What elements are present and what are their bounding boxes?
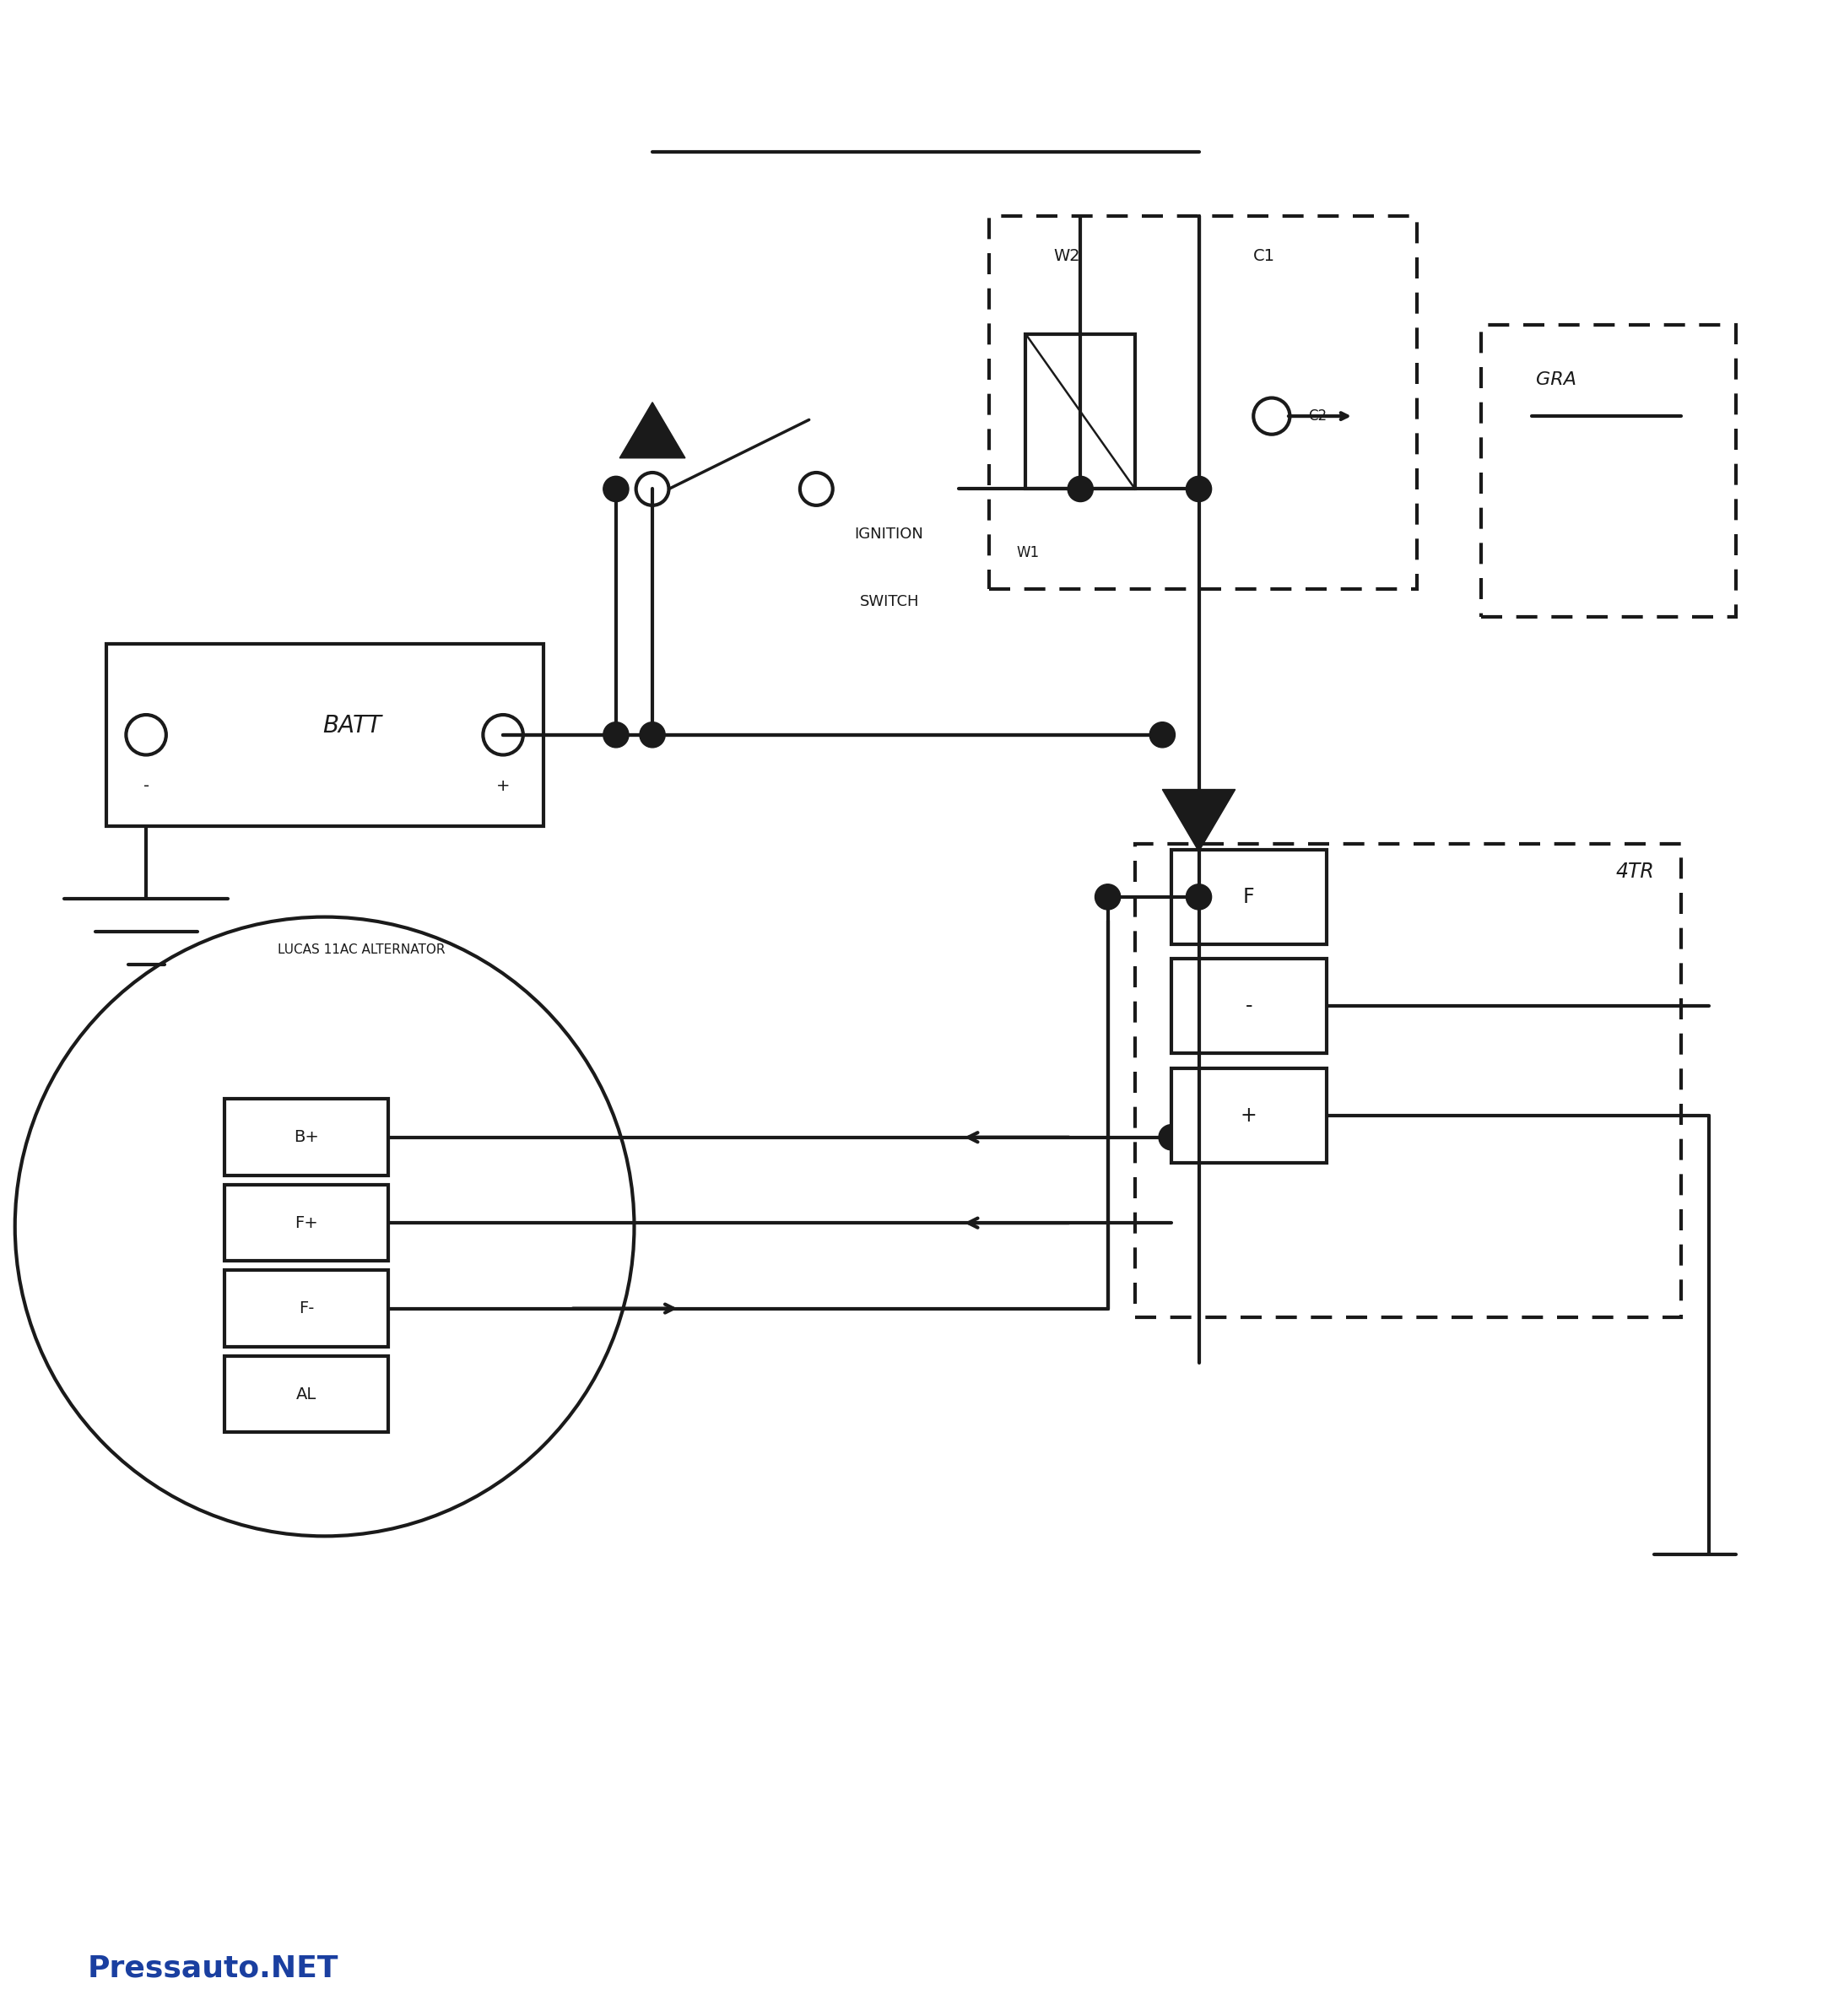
Bar	[1171, 960, 1327, 1054]
Text: LUCAS 11AC ALTERNATOR: LUCAS 11AC ALTERNATOR	[277, 943, 445, 956]
Circle shape	[126, 716, 167, 754]
Bar	[224, 1099, 389, 1175]
Text: AL: AL	[297, 1387, 317, 1401]
Bar	[224, 1185, 389, 1262]
Circle shape	[1186, 476, 1212, 502]
Text: B+: B+	[293, 1129, 319, 1145]
Circle shape	[1067, 476, 1092, 502]
Text: +: +	[1241, 1105, 1257, 1125]
Polygon shape	[1162, 790, 1235, 851]
Circle shape	[15, 917, 634, 1536]
Text: BATT: BATT	[323, 714, 381, 738]
Circle shape	[603, 476, 629, 502]
Text: SWITCH: SWITCH	[860, 595, 918, 609]
Circle shape	[1254, 397, 1290, 433]
Bar	[1026, 335, 1135, 490]
Bar	[1135, 845, 1681, 1318]
Circle shape	[484, 716, 522, 754]
Bar	[1171, 849, 1327, 943]
Text: +: +	[497, 778, 510, 794]
Polygon shape	[620, 403, 686, 458]
Bar	[224, 1270, 389, 1347]
Text: F+: F+	[295, 1216, 319, 1232]
Text: 4TR: 4TR	[1615, 861, 1653, 881]
Circle shape	[1094, 885, 1120, 909]
Circle shape	[799, 472, 832, 506]
Bar	[1171, 1068, 1327, 1163]
Circle shape	[636, 472, 669, 506]
Circle shape	[1158, 1125, 1184, 1149]
Text: W1: W1	[1017, 544, 1039, 560]
Text: -: -	[1245, 996, 1252, 1016]
Circle shape	[640, 722, 665, 748]
Text: IGNITION: IGNITION	[854, 526, 924, 542]
Text: Pressauto.NET: Pressauto.NET	[88, 1954, 339, 1982]
Bar	[224, 1357, 389, 1431]
Text: F: F	[1243, 887, 1254, 907]
Text: C1: C1	[1254, 248, 1276, 264]
Bar	[106, 643, 543, 827]
Text: -: -	[143, 778, 148, 794]
Circle shape	[1186, 885, 1212, 909]
Text: W2: W2	[1054, 248, 1080, 264]
Text: F-: F-	[299, 1300, 313, 1316]
Circle shape	[603, 722, 629, 748]
Text: C2: C2	[1309, 409, 1327, 423]
Bar	[1481, 325, 1736, 617]
Circle shape	[1149, 722, 1175, 748]
Bar	[990, 216, 1417, 589]
Text: GRA: GRA	[1536, 371, 1576, 389]
